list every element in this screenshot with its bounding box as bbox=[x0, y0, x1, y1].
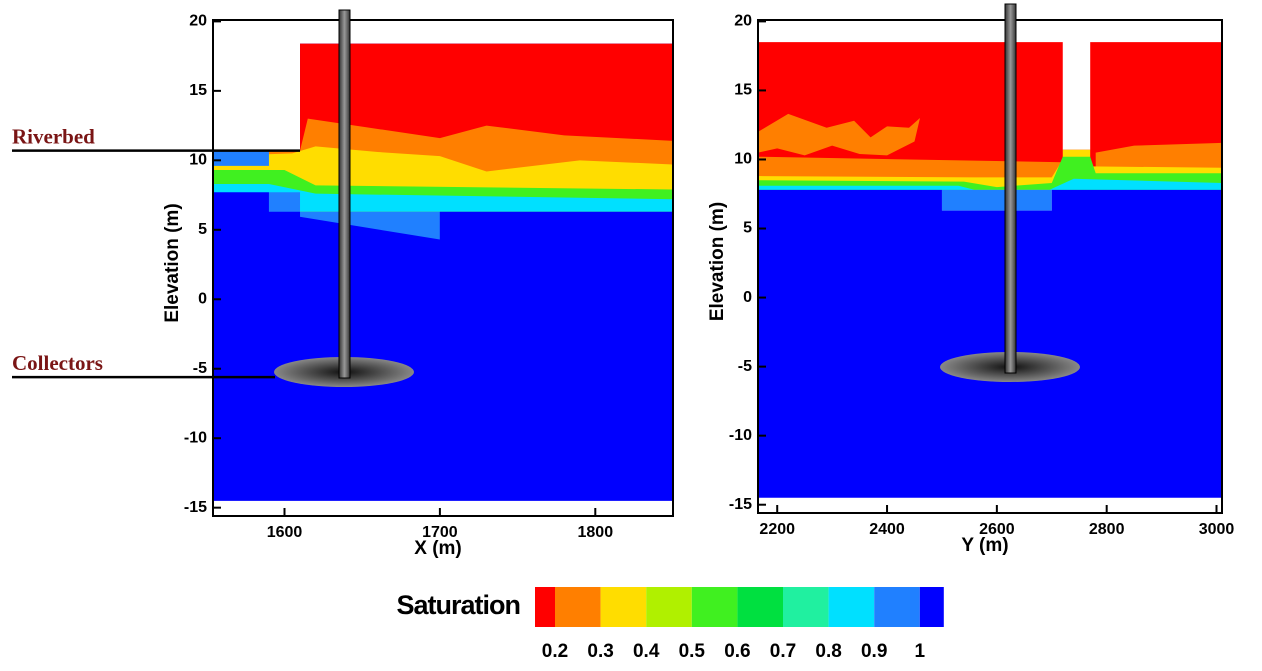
y-tick-label: -5 bbox=[738, 358, 752, 375]
colorbar-label: 0.3 bbox=[587, 641, 613, 662]
y-tick-label: -10 bbox=[729, 427, 752, 444]
colorbar-label: 0.2 bbox=[542, 641, 568, 662]
color-box bbox=[555, 587, 601, 627]
x-tick-label: 1800 bbox=[578, 524, 614, 541]
x-tick-label: 2600 bbox=[979, 521, 1015, 538]
contour-region bbox=[213, 150, 269, 166]
y-tick-label: -15 bbox=[184, 499, 207, 516]
x-axis-label: Y (m) bbox=[961, 535, 1008, 556]
x-tick-label: 1600 bbox=[267, 524, 303, 541]
plots: 1600 1700 1800 -15 -10 -5 0 5 10 15 20 X (m) Elevati… bbox=[162, 13, 1234, 559]
color-box bbox=[828, 587, 875, 627]
colorbar-label: 0.8 bbox=[815, 641, 841, 662]
y-tick-label: 5 bbox=[743, 220, 752, 237]
y-tick-label: -5 bbox=[193, 360, 207, 377]
caisson bbox=[1004, 3, 1017, 374]
colorbar-label: 0.9 bbox=[861, 641, 887, 662]
x-tick-label: 3000 bbox=[1199, 521, 1235, 538]
contour-region bbox=[758, 189, 1222, 498]
contour-region bbox=[941, 189, 1052, 211]
color-box bbox=[783, 587, 829, 627]
color-box bbox=[535, 587, 555, 627]
color-box bbox=[600, 587, 647, 627]
color-box bbox=[919, 587, 944, 627]
y-tick-label: 10 bbox=[734, 151, 752, 168]
contour-region bbox=[213, 192, 673, 501]
x-axis-label: X (m) bbox=[414, 538, 462, 559]
contour-region bbox=[213, 183, 673, 212]
plot-frame bbox=[212, 19, 674, 517]
y-tick-label: 0 bbox=[198, 290, 207, 307]
well-left bbox=[274, 9, 414, 387]
x-tick-label: 2800 bbox=[1089, 521, 1125, 538]
y-tick-label: 20 bbox=[189, 13, 207, 30]
y-axis-label: Elevation (m) bbox=[707, 202, 728, 321]
y-tick-label: 10 bbox=[189, 152, 207, 169]
y-tick-label: -15 bbox=[729, 496, 752, 513]
caisson bbox=[338, 9, 351, 379]
colorbar-label: 0.4 bbox=[633, 641, 660, 662]
color-box bbox=[646, 587, 692, 627]
y-tick-label: 15 bbox=[189, 82, 207, 99]
color-box bbox=[874, 587, 920, 627]
annotation: Riverbed bbox=[12, 124, 95, 148]
plot-frame bbox=[757, 19, 1223, 514]
y-tick-label: 5 bbox=[198, 221, 207, 238]
colorbar-label: 0.5 bbox=[679, 641, 706, 662]
colorbar-label: 1 bbox=[915, 641, 926, 662]
x-tick-label: 1700 bbox=[422, 524, 458, 541]
well-right bbox=[940, 3, 1080, 382]
colorbar-title: Saturation bbox=[396, 590, 520, 620]
contour-region bbox=[268, 192, 440, 240]
colorbar-label: 0.7 bbox=[770, 641, 796, 662]
y-tick-label: 0 bbox=[743, 289, 752, 306]
y-axis-label: Elevation (m) bbox=[162, 203, 183, 322]
colorbar-label: 0.6 bbox=[724, 641, 750, 662]
y-tick-label: -10 bbox=[184, 429, 207, 446]
contour-region bbox=[758, 178, 1222, 196]
x-tick-label: 2400 bbox=[869, 521, 905, 538]
y-tick-label: 15 bbox=[734, 82, 752, 99]
x-tick-label: 2200 bbox=[759, 521, 795, 538]
annotation: Collectors bbox=[12, 351, 103, 375]
color-box bbox=[737, 587, 783, 627]
contour-region bbox=[758, 113, 920, 156]
y-tick-label: 20 bbox=[734, 13, 752, 30]
color-box bbox=[691, 587, 738, 627]
